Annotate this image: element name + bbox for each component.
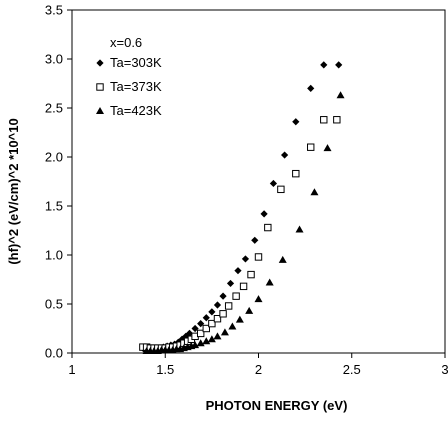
data-point xyxy=(260,210,268,218)
y-axis-ticks: 0.0 0.5 1.0 1.5 2.0 2.5 3.0 3.5 xyxy=(45,3,72,361)
data-point xyxy=(219,310,227,318)
data-point xyxy=(226,279,235,288)
data-point xyxy=(265,278,274,286)
data-point xyxy=(254,295,263,303)
data-point xyxy=(277,185,285,194)
legend-label: Ta=423K xyxy=(110,103,162,118)
legend: x=0.6 Ta=303K Ta=373K Ta=423K xyxy=(96,35,162,118)
data-point xyxy=(208,308,216,316)
data-point xyxy=(269,179,278,188)
data-point xyxy=(245,306,254,314)
data-point xyxy=(281,151,289,159)
data-point xyxy=(219,292,227,300)
legend-header: x=0.6 xyxy=(110,35,142,50)
y-tick-label: 2.5 xyxy=(45,101,63,116)
data-point xyxy=(232,292,240,300)
legend-marker xyxy=(96,83,104,91)
data-point xyxy=(213,301,222,309)
data-point xyxy=(292,169,300,178)
data-point xyxy=(264,223,272,232)
data-point xyxy=(220,328,229,336)
data-point xyxy=(191,324,199,333)
y-tick-label: 1.0 xyxy=(45,248,63,263)
x-tick-label: 2 xyxy=(255,362,262,377)
data-point xyxy=(213,315,222,323)
y-tick-label: 3.5 xyxy=(45,3,63,18)
x-axis-title: PHOTON ENERGY (eV) xyxy=(206,398,348,413)
x-tick-label: 1 xyxy=(68,362,75,377)
data-point xyxy=(251,236,259,244)
data-point xyxy=(323,144,332,152)
data-point xyxy=(335,61,343,69)
legend-marker xyxy=(96,107,104,114)
data-point xyxy=(241,255,250,263)
data-point xyxy=(224,302,233,310)
data-point xyxy=(320,61,328,69)
data-point xyxy=(202,337,211,345)
data-point xyxy=(191,341,200,349)
data-point xyxy=(292,118,300,126)
x-tick-label: 3 xyxy=(441,362,448,377)
data-point xyxy=(207,335,216,343)
data-point xyxy=(197,320,205,328)
y-tick-label: 2.0 xyxy=(45,150,63,165)
data-point xyxy=(196,339,205,347)
data-point xyxy=(310,188,319,196)
y-tick-label: 1.5 xyxy=(45,199,63,214)
data-point xyxy=(254,253,263,261)
data-point xyxy=(196,329,205,338)
data-point xyxy=(307,143,315,151)
data-point xyxy=(234,267,242,275)
y-axis-title: (hf)^2 (eV/cm)^2 *10^10 xyxy=(6,118,21,264)
data-point xyxy=(247,270,255,279)
legend-marker xyxy=(96,59,104,67)
data-point xyxy=(182,332,190,340)
data-point xyxy=(333,116,341,124)
series-3 xyxy=(142,91,345,355)
legend-label: Ta=303K xyxy=(110,55,162,70)
data-point xyxy=(320,116,328,124)
data-point xyxy=(178,335,186,343)
data-point xyxy=(336,91,345,99)
y-tick-label: 3.0 xyxy=(45,52,63,67)
data-point xyxy=(235,315,244,323)
data-point xyxy=(278,255,287,263)
data-point xyxy=(228,322,237,330)
data-point xyxy=(208,319,216,328)
series-layer xyxy=(139,61,345,355)
x-axis-ticks: 1 1.5 2 2.5 3 xyxy=(68,353,448,377)
data-point xyxy=(213,332,222,340)
data-point xyxy=(185,329,194,337)
y-tick-label: 0.0 xyxy=(45,346,63,361)
y-tick-label: 0.5 xyxy=(45,297,63,312)
data-point xyxy=(202,324,210,333)
data-point xyxy=(239,282,248,291)
data-point xyxy=(202,314,210,322)
x-tick-label: 2.5 xyxy=(343,362,361,377)
data-point xyxy=(307,84,315,92)
legend-label: Ta=373K xyxy=(110,79,162,94)
data-point xyxy=(295,225,304,233)
x-tick-label: 1.5 xyxy=(156,362,174,377)
